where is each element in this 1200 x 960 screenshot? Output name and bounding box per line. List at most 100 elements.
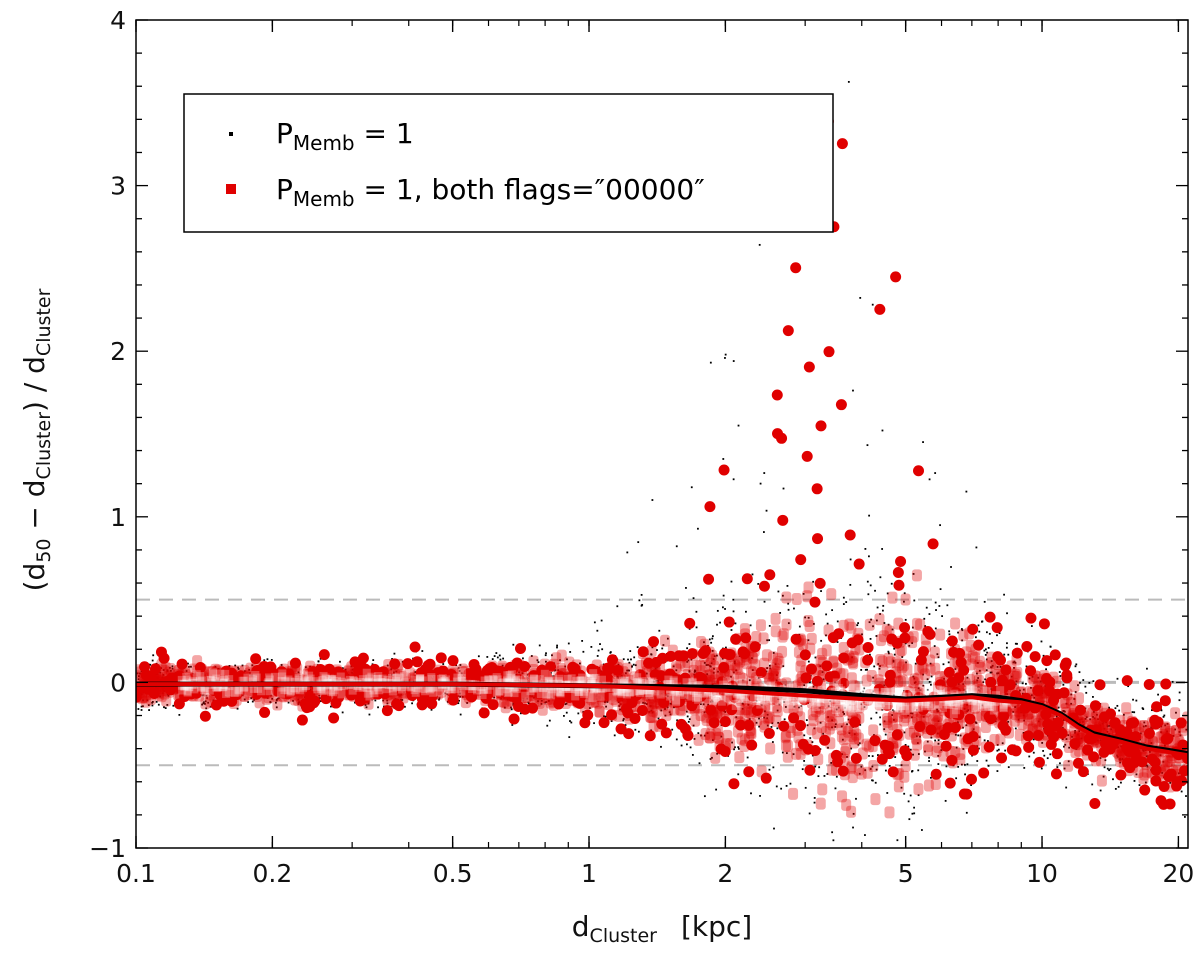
member-point — [266, 696, 269, 699]
member-point — [205, 694, 208, 697]
member-point — [672, 665, 675, 668]
member-point — [399, 694, 401, 697]
member-point — [185, 670, 188, 672]
member-point — [442, 663, 445, 665]
member-point — [151, 701, 154, 704]
member-point — [996, 770, 999, 772]
member-point — [1116, 677, 1119, 680]
member-point — [892, 659, 895, 662]
member-point — [317, 660, 320, 663]
member-point — [305, 686, 308, 689]
member-point — [438, 697, 441, 700]
member-point — [1015, 680, 1018, 683]
flagged-point — [803, 361, 815, 373]
member-point — [957, 765, 960, 768]
member-point — [606, 700, 609, 703]
member-point — [1133, 780, 1136, 782]
flagged-point — [958, 697, 969, 710]
member-point — [982, 681, 985, 684]
flagged-point — [1170, 707, 1181, 720]
flagged-point — [901, 700, 912, 713]
member-point — [693, 738, 696, 740]
member-point — [737, 746, 740, 749]
member-point — [713, 655, 716, 658]
member-point — [152, 654, 155, 657]
member-point — [727, 692, 730, 695]
member-point — [868, 514, 871, 517]
member-point — [171, 665, 174, 668]
member-point — [1022, 688, 1025, 691]
flagged-point — [1063, 759, 1074, 772]
member-point — [166, 704, 169, 706]
member-point — [172, 704, 175, 707]
member-point — [557, 669, 560, 672]
member-point — [773, 827, 775, 830]
member-point — [724, 711, 727, 713]
member-point — [944, 799, 947, 802]
flagged-point — [693, 733, 704, 746]
member-point — [330, 705, 332, 708]
flagged-point — [1074, 692, 1085, 705]
flagged-point — [933, 741, 944, 754]
member-point — [499, 658, 502, 661]
member-point — [919, 735, 921, 738]
flagged-point — [788, 787, 799, 800]
member-point — [280, 664, 283, 666]
member-point — [550, 694, 553, 697]
member-point — [1131, 711, 1134, 713]
member-point — [146, 699, 149, 702]
member-point — [777, 698, 780, 701]
member-point — [1178, 731, 1181, 733]
member-point — [386, 702, 389, 705]
member-point — [1172, 735, 1175, 737]
member-point — [1004, 692, 1007, 695]
member-point — [676, 719, 679, 722]
member-point — [765, 509, 768, 512]
member-point — [632, 663, 635, 666]
member-point — [214, 665, 217, 668]
member-point — [1135, 773, 1138, 776]
member-point — [1006, 693, 1009, 696]
member-point — [923, 617, 926, 620]
member-point — [842, 603, 845, 605]
member-point — [741, 679, 744, 682]
member-point — [687, 720, 690, 723]
member-point — [875, 711, 878, 714]
member-point — [930, 736, 933, 739]
member-point — [299, 675, 301, 677]
member-point — [977, 689, 980, 692]
member-point — [617, 663, 620, 666]
member-point — [367, 702, 370, 705]
member-point — [894, 756, 897, 758]
member-point — [937, 742, 940, 745]
member-point — [984, 654, 987, 656]
member-point — [709, 665, 712, 668]
member-point — [929, 776, 932, 779]
member-point — [650, 653, 653, 656]
member-point — [1014, 683, 1017, 686]
member-point — [1146, 667, 1148, 670]
member-point — [596, 698, 599, 700]
member-point — [687, 659, 690, 662]
member-point — [934, 627, 937, 630]
member-point — [868, 621, 871, 624]
member-point — [1070, 702, 1073, 705]
member-point — [840, 725, 843, 728]
member-point — [915, 735, 918, 738]
member-point — [544, 688, 547, 691]
member-point — [954, 668, 957, 670]
flagged-point — [1023, 713, 1034, 726]
member-point — [775, 674, 778, 676]
member-point — [774, 663, 777, 666]
flagged-point — [649, 696, 660, 709]
member-point — [991, 642, 994, 644]
member-point — [686, 743, 688, 746]
member-point — [552, 675, 555, 677]
member-point — [1075, 663, 1078, 666]
member-point — [322, 679, 325, 681]
member-point — [768, 639, 771, 642]
member-point — [1025, 682, 1027, 685]
member-point — [650, 709, 653, 712]
member-point — [875, 619, 878, 622]
flagged-point — [884, 806, 895, 819]
